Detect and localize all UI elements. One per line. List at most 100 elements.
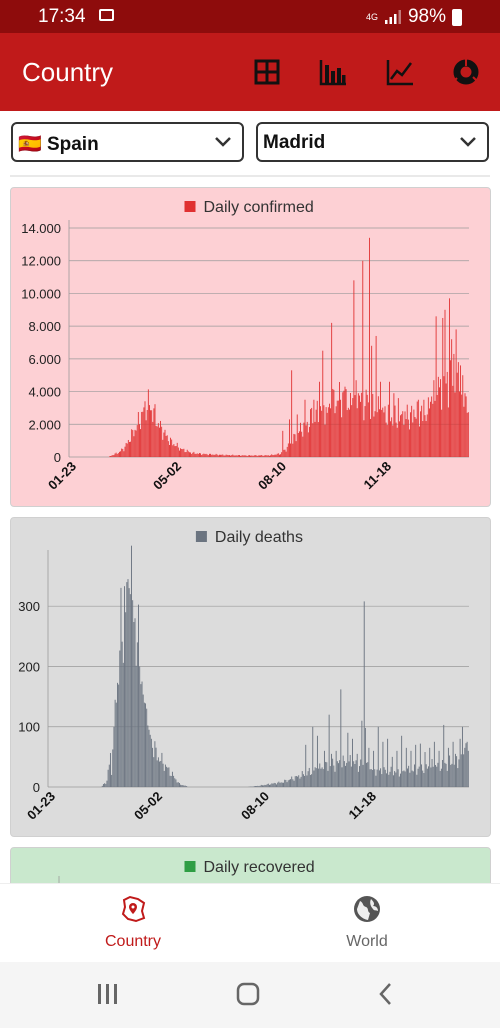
bar: [283, 782, 284, 787]
bar: [276, 453, 278, 457]
bar: [129, 594, 131, 787]
table-icon[interactable]: [252, 57, 282, 87]
bar: [336, 400, 338, 457]
bar: [177, 447, 179, 457]
bar: [210, 453, 211, 457]
home-icon[interactable]: [235, 981, 261, 1007]
back-icon[interactable]: [376, 982, 396, 1006]
bar: [300, 776, 302, 787]
bar: [164, 764, 166, 787]
bar: [102, 784, 104, 787]
bar: [146, 708, 148, 787]
bar: [192, 452, 194, 457]
country-select-value: 🇪🇸 Spain: [18, 132, 99, 156]
bar: [436, 766, 438, 787]
line-chart-icon[interactable]: [385, 57, 415, 87]
bar: [172, 445, 174, 457]
bar: [281, 452, 283, 457]
bar: [391, 756, 393, 787]
bar: [269, 784, 270, 787]
bar: [383, 767, 385, 787]
bar: [317, 422, 319, 457]
bar: [359, 395, 360, 457]
bar: [409, 429, 410, 457]
bar: [104, 783, 106, 787]
bar: [292, 779, 294, 787]
bar: [217, 455, 219, 457]
bar: [161, 752, 163, 787]
bar: [133, 622, 135, 787]
bar: [373, 416, 375, 457]
bar: [111, 455, 113, 457]
bar: [299, 431, 300, 457]
bar: [467, 412, 469, 457]
bar: [273, 455, 275, 457]
bar: [419, 743, 421, 787]
bar: [271, 783, 273, 787]
bar: [332, 758, 334, 787]
bar: [458, 759, 460, 787]
bar: [339, 760, 341, 787]
bar: [219, 454, 220, 457]
nav-world[interactable]: World: [287, 894, 447, 951]
bar: [265, 455, 267, 457]
legend-swatch: [184, 861, 196, 872]
bar: [446, 371, 448, 457]
daily-recovered-chart: Daily recovered: [58, 859, 315, 888]
bar: [421, 764, 422, 787]
bar: [141, 681, 143, 787]
bar: [340, 399, 341, 457]
donut-chart-icon[interactable]: [451, 57, 481, 87]
bar: [425, 421, 427, 457]
bar: [340, 689, 342, 787]
region-select[interactable]: Madrid: [256, 122, 489, 162]
bar: [412, 422, 414, 457]
bar: [213, 454, 215, 457]
bar: [450, 360, 451, 457]
bar: [406, 404, 408, 457]
bar: [112, 749, 114, 787]
bar: [367, 402, 369, 457]
x-tick-label: 01-23: [24, 789, 58, 823]
bar: [376, 769, 378, 787]
bar: [431, 396, 433, 457]
bar: [179, 450, 180, 457]
bar: [426, 414, 428, 457]
bar: [322, 769, 324, 787]
bar: [134, 618, 136, 787]
bar: [255, 455, 257, 457]
bar: [254, 786, 256, 787]
bar: [161, 426, 163, 457]
bar: [371, 345, 373, 457]
bar: [424, 752, 426, 787]
bar: [440, 379, 441, 457]
bar: [266, 784, 268, 787]
bar: [239, 455, 240, 457]
bar: [405, 747, 407, 787]
bar: [361, 720, 363, 787]
bar: [343, 390, 345, 457]
bar: [423, 773, 425, 787]
bar: [115, 702, 117, 787]
bar: [462, 375, 464, 457]
daily-deaths-card: Daily deaths 0 100 200 300 01-23 05-02 08-10 11-…: [10, 517, 491, 837]
x-tick-label: 05-02: [150, 459, 184, 493]
bar: [184, 785, 186, 787]
y-tick-label: 6.000: [28, 352, 61, 367]
nav-country[interactable]: Country: [53, 894, 213, 951]
bar-chart-icon[interactable]: [318, 57, 348, 87]
bar: [294, 434, 296, 457]
bar: [257, 455, 259, 457]
bar: [390, 421, 391, 457]
bar: [338, 763, 339, 787]
country-select[interactable]: 🇪🇸 Spain: [11, 122, 244, 162]
bar: [184, 452, 186, 457]
bar: [427, 397, 429, 457]
bar: [280, 782, 282, 787]
recent-apps-icon[interactable]: [96, 982, 120, 1006]
bar: [403, 770, 405, 787]
bar: [182, 449, 184, 457]
bar: [420, 411, 421, 457]
bar: [443, 376, 445, 457]
bar: [284, 779, 286, 787]
